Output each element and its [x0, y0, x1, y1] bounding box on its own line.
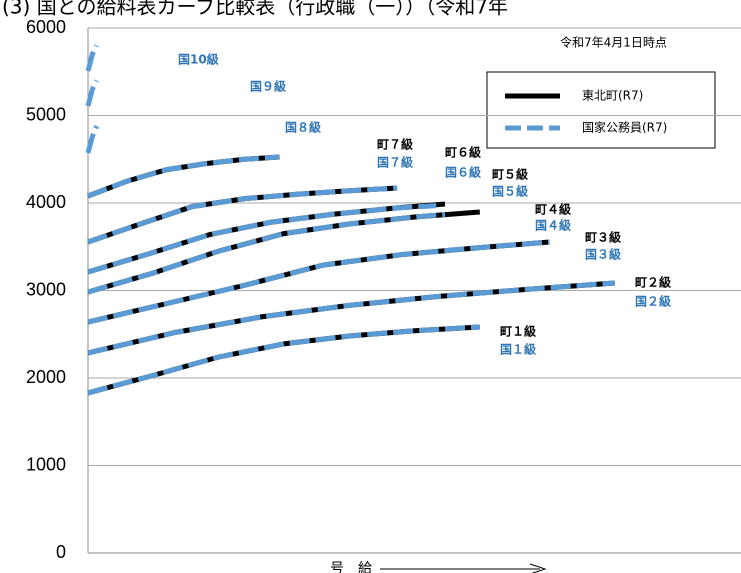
y-tick-label: 0 [56, 542, 66, 562]
curve-label: 町１級 [500, 324, 536, 339]
salary-curve [85, 44, 99, 72]
y-tick-label: 1000 [26, 454, 66, 474]
curve-label: 国１級 [500, 342, 536, 357]
chart-title: (3) 国との給料表カーブ比較表（行政職（一））（令和7年 [2, 0, 508, 19]
x-arrow-head [529, 563, 547, 573]
curve-label: 国２級 [635, 294, 671, 309]
curve-label: 国６級 [445, 165, 481, 180]
y-tick-label: 4000 [26, 192, 66, 212]
y-tick-label: 5000 [26, 104, 66, 124]
salary-curve [85, 79, 99, 107]
curve-label: 町６級 [445, 145, 481, 160]
y-tick-label: 6000 [26, 17, 66, 37]
legend-box [486, 71, 716, 149]
salary-curve [87, 324, 480, 396]
salary-curve [87, 154, 280, 199]
salary-curve [87, 211, 446, 295]
curve-label: 町３級 [585, 230, 621, 245]
annotation: 令和7年4月1日時点 [560, 35, 667, 50]
legend-label: 国家公務員(R7) [582, 120, 667, 135]
curve-label: 町５級 [492, 167, 528, 182]
curve-label: 国９級 [250, 79, 286, 94]
curve-label: 国７級 [377, 155, 413, 170]
legend-label: 東北町(R7) [582, 89, 643, 103]
salary-curve [87, 280, 615, 356]
salary-curve [87, 185, 398, 245]
salary-curve [87, 203, 437, 275]
y-tick-label: 3000 [26, 279, 66, 299]
y-tick-label: 2000 [26, 367, 66, 387]
curve-label: 町７級 [377, 137, 413, 152]
salary-curve [87, 154, 280, 199]
salary-curve [85, 125, 100, 154]
salary-curve [87, 185, 398, 245]
x-axis-label: 号 給 [330, 561, 372, 573]
curve-label: 町２級 [635, 275, 671, 290]
curve-label: 国８級 [285, 120, 321, 135]
curve-label: 国４級 [535, 218, 571, 233]
curve-label: 国３級 [585, 247, 621, 262]
curve-label: 町４級 [535, 202, 571, 217]
curve-label: 国10級 [178, 52, 219, 67]
curve-label: 国５級 [492, 184, 528, 199]
salary-curve [87, 239, 550, 325]
